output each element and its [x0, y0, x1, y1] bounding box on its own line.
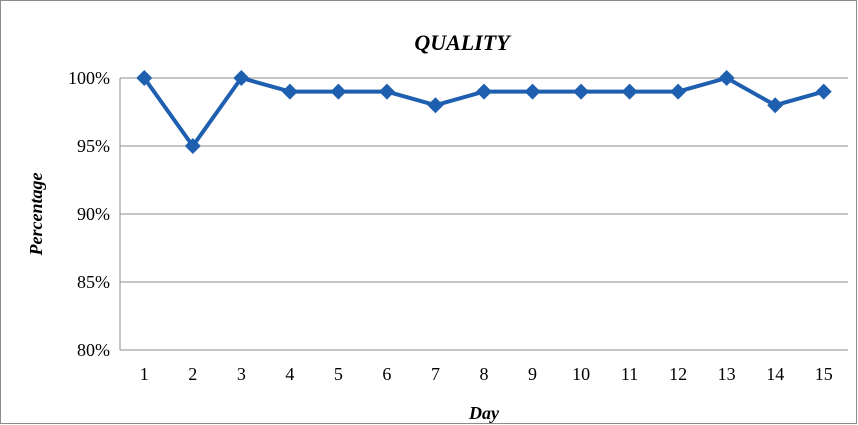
- x-tick-label: 14: [766, 364, 784, 384]
- chart-title: QUALITY: [414, 30, 512, 55]
- y-tick-label: 85%: [77, 272, 110, 292]
- x-tick-label: 10: [572, 364, 590, 384]
- x-tick-label: 3: [237, 364, 246, 384]
- x-tick-label: 9: [528, 364, 537, 384]
- x-tick-label: 4: [285, 364, 294, 384]
- series-layer: [136, 70, 832, 154]
- x-tick-label: 11: [621, 364, 638, 384]
- data-point-marker: [476, 83, 492, 100]
- data-point-marker: [184, 138, 201, 154]
- x-tick-label: 2: [188, 364, 197, 384]
- y-tick-label: 80%: [77, 340, 110, 360]
- data-point-marker: [233, 70, 250, 86]
- data-point-marker: [330, 83, 347, 100]
- x-tick-label: 1: [140, 364, 149, 384]
- x-tick-label: 7: [431, 364, 440, 384]
- data-point-marker: [427, 97, 444, 114]
- data-point-marker: [815, 83, 832, 100]
- y-tick-label: 90%: [77, 204, 110, 224]
- data-point-marker: [573, 83, 590, 100]
- x-tick-label: 6: [382, 364, 391, 384]
- y-tick-labels: 80% 85% 90% 95% 100%: [68, 68, 110, 360]
- data-point-marker: [718, 70, 735, 86]
- x-tick-label: 13: [718, 364, 736, 384]
- x-tick-label: 15: [815, 364, 833, 384]
- x-axis-title: Day: [468, 403, 500, 423]
- axes: [119, 78, 848, 351]
- x-tick-label: 8: [480, 364, 489, 384]
- data-point-marker: [136, 70, 153, 86]
- data-point-marker: [767, 97, 784, 114]
- y-tick-label: 100%: [68, 68, 110, 88]
- y-tick-label: 95%: [77, 136, 110, 156]
- data-point-marker: [621, 83, 638, 100]
- x-tick-label: 12: [669, 364, 687, 384]
- y-axis-title: Percentage: [26, 173, 46, 257]
- data-point-marker: [524, 83, 541, 100]
- data-point-marker: [281, 83, 298, 100]
- data-point-marker: [670, 83, 687, 100]
- x-tick-labels: 1 2 3 4 5 6 7 8 9 10 11 12 13 14 15: [140, 364, 833, 384]
- data-point-marker: [378, 83, 395, 100]
- x-tick-label: 5: [334, 364, 343, 384]
